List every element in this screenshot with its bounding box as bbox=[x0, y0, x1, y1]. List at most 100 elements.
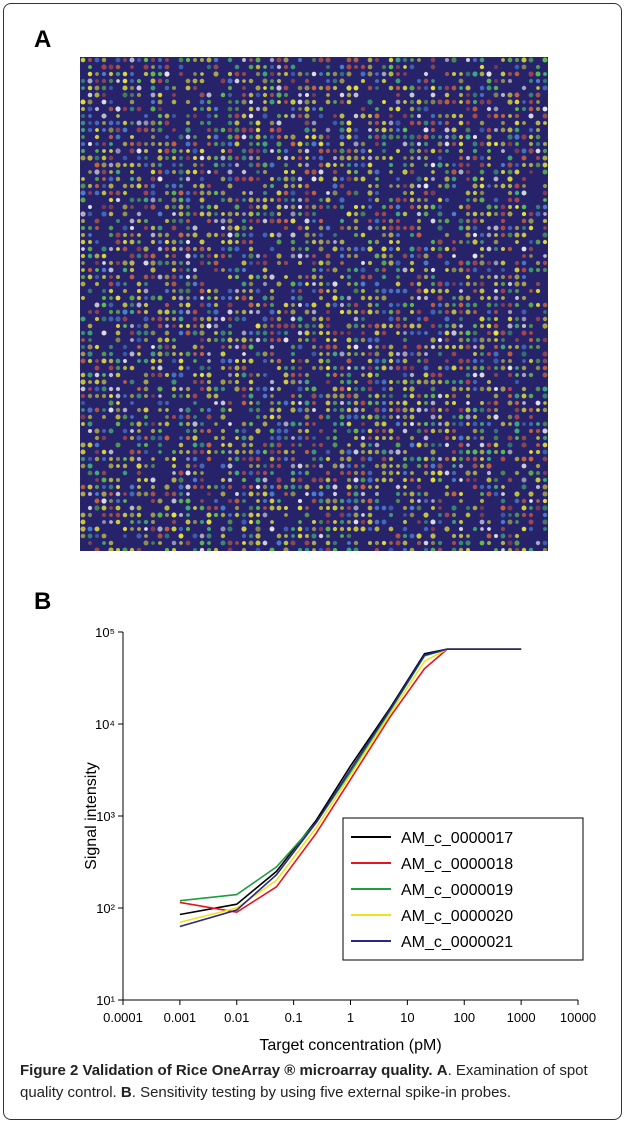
spot bbox=[368, 345, 372, 349]
spot bbox=[284, 191, 289, 196]
spot bbox=[417, 205, 421, 209]
spot bbox=[543, 170, 548, 175]
spot bbox=[508, 373, 512, 377]
spot bbox=[242, 72, 246, 76]
spot bbox=[431, 163, 435, 167]
spot bbox=[452, 541, 456, 545]
spot bbox=[263, 513, 268, 518]
spot bbox=[235, 499, 240, 504]
spot bbox=[319, 58, 324, 63]
spot bbox=[130, 72, 134, 76]
spot bbox=[431, 114, 435, 118]
spot bbox=[200, 100, 205, 105]
spot bbox=[508, 541, 513, 546]
spot bbox=[228, 275, 232, 279]
spot bbox=[87, 407, 92, 412]
spot bbox=[326, 310, 330, 314]
spot bbox=[186, 100, 190, 104]
spot bbox=[368, 338, 373, 343]
spot bbox=[543, 408, 547, 412]
spot bbox=[375, 212, 379, 216]
spot bbox=[361, 156, 365, 160]
spot bbox=[500, 386, 505, 391]
spot bbox=[536, 156, 540, 160]
spot bbox=[179, 492, 183, 496]
spot bbox=[501, 282, 505, 286]
spot bbox=[382, 226, 386, 230]
spot bbox=[305, 149, 309, 153]
spot bbox=[347, 135, 352, 140]
spot bbox=[304, 113, 309, 118]
spot bbox=[326, 380, 330, 384]
spot bbox=[472, 239, 477, 244]
spot bbox=[494, 443, 499, 448]
spot bbox=[256, 331, 261, 336]
spot bbox=[235, 471, 240, 476]
spot bbox=[137, 163, 141, 167]
spot bbox=[424, 492, 429, 497]
spot bbox=[417, 394, 421, 398]
spot bbox=[410, 205, 414, 209]
spot bbox=[501, 58, 505, 62]
spot bbox=[249, 275, 254, 280]
spot bbox=[522, 394, 527, 399]
spot bbox=[277, 415, 281, 419]
spot bbox=[200, 170, 205, 175]
spot bbox=[536, 450, 540, 454]
spot bbox=[333, 422, 337, 426]
spot bbox=[95, 359, 99, 363]
spot bbox=[424, 86, 428, 90]
spot bbox=[473, 506, 478, 511]
spot bbox=[298, 471, 302, 475]
spot bbox=[290, 211, 295, 216]
spot bbox=[95, 317, 99, 321]
spot bbox=[332, 183, 337, 188]
spot bbox=[375, 422, 380, 427]
spot bbox=[200, 373, 204, 377]
spot bbox=[270, 527, 275, 532]
spot bbox=[144, 541, 149, 546]
spot bbox=[319, 520, 323, 524]
spot bbox=[410, 114, 414, 118]
spot bbox=[242, 212, 246, 216]
spot bbox=[207, 492, 211, 496]
spot bbox=[473, 436, 477, 440]
spot bbox=[164, 505, 169, 510]
spot bbox=[283, 57, 288, 62]
spot bbox=[501, 79, 505, 83]
spot bbox=[277, 401, 281, 405]
spot bbox=[228, 450, 232, 454]
spot bbox=[298, 177, 303, 182]
spot bbox=[515, 198, 520, 203]
spot bbox=[102, 359, 107, 364]
spot bbox=[150, 253, 155, 258]
spot bbox=[515, 408, 519, 412]
spot bbox=[179, 359, 184, 364]
spot bbox=[431, 128, 435, 132]
spot bbox=[529, 415, 533, 419]
spot bbox=[536, 338, 540, 342]
spot bbox=[388, 71, 393, 76]
spot bbox=[207, 457, 211, 461]
spot bbox=[193, 324, 197, 328]
spot bbox=[388, 134, 393, 139]
spot bbox=[535, 211, 540, 216]
spot bbox=[81, 443, 86, 448]
spot bbox=[228, 107, 233, 112]
spot bbox=[284, 422, 289, 427]
spot bbox=[445, 457, 449, 461]
spot bbox=[137, 58, 141, 62]
spot bbox=[80, 197, 85, 202]
spot bbox=[130, 492, 135, 497]
spot bbox=[186, 436, 190, 440]
spot bbox=[326, 457, 330, 461]
spot bbox=[508, 289, 512, 293]
spot bbox=[346, 127, 351, 132]
spot bbox=[234, 134, 239, 139]
spot bbox=[207, 219, 211, 223]
spot bbox=[472, 106, 477, 111]
spot bbox=[347, 394, 352, 399]
spot bbox=[298, 282, 303, 287]
spot bbox=[298, 380, 302, 384]
spot bbox=[536, 485, 540, 489]
